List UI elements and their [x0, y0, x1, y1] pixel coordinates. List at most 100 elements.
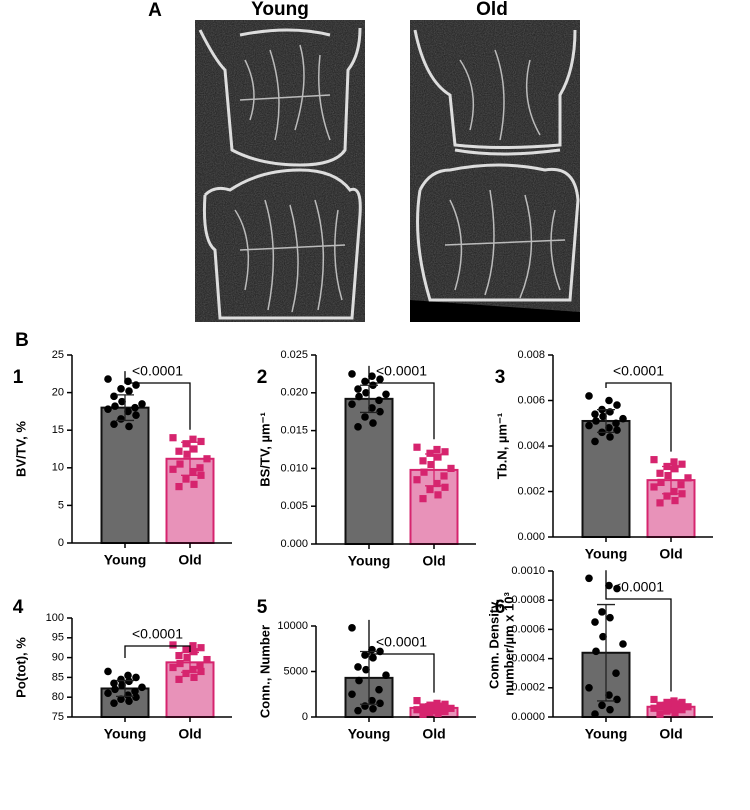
data-point [612, 669, 620, 677]
data-point [433, 479, 441, 488]
data-point [118, 681, 126, 690]
y-tick-label: 0.000 [517, 531, 545, 543]
data-point [189, 435, 197, 443]
data-point [585, 392, 593, 400]
data-point [419, 710, 427, 718]
x-tick-label: Old [659, 726, 682, 742]
p-value: <0.0001 [132, 626, 183, 642]
data-point [598, 608, 606, 616]
y-tick-label: 80 [52, 691, 64, 703]
significance-bracket [605, 570, 672, 692]
data-point [678, 706, 686, 714]
data-point [671, 709, 679, 717]
data-point [117, 695, 125, 703]
data-point [361, 651, 369, 659]
data-point [664, 471, 672, 480]
bar [100, 406, 150, 545]
y-tick-label: 0.0002 [511, 682, 545, 694]
data-point [132, 411, 140, 419]
data-point [183, 654, 191, 662]
data-point [110, 420, 118, 428]
data-point [434, 709, 442, 717]
data-point [196, 661, 204, 670]
y-tick-label: 0.008 [517, 349, 545, 361]
data-point [355, 676, 363, 685]
data-point [678, 490, 686, 498]
y-tick-label: 0.000 [280, 538, 308, 550]
y-tick-label: 0.025 [280, 349, 308, 361]
p-value: <0.0001 [132, 363, 183, 379]
data-point [111, 402, 119, 410]
data-point [368, 372, 376, 380]
data-point [104, 689, 112, 698]
data-point [650, 456, 658, 464]
data-point [591, 618, 599, 626]
y-axis-label: Tb.N, µm⁻¹ [494, 413, 509, 479]
y-tick-label: 5000 [284, 665, 308, 677]
x-tick-label: Young [585, 546, 628, 562]
data-point [176, 659, 184, 668]
data-point [175, 447, 183, 455]
data-point [182, 669, 190, 678]
y-tick-label: 0.0010 [511, 565, 545, 577]
data-point [440, 472, 448, 480]
y-tick-label: 0.020 [280, 387, 308, 399]
data-point [663, 492, 671, 500]
data-point [613, 426, 621, 434]
data-point [592, 647, 600, 656]
data-point [348, 400, 356, 408]
panel-label: A [148, 0, 162, 21]
panel-number: 2 [257, 367, 268, 388]
data-point [420, 705, 428, 713]
data-point [382, 671, 390, 679]
y-axis-label: number/µm x 10³ [501, 592, 516, 696]
data-point [413, 697, 421, 705]
data-point [197, 644, 205, 652]
data-point [175, 675, 183, 683]
y-axis-label: Po(tot), % [13, 637, 28, 698]
data-point [138, 683, 146, 692]
data-point [169, 434, 177, 442]
data-point [376, 699, 384, 708]
data-point [376, 375, 384, 383]
data-point [361, 377, 369, 386]
data-point [434, 453, 442, 461]
data-point [613, 401, 621, 409]
bar [581, 419, 631, 539]
y-tick-label: 10 [52, 462, 64, 474]
y-tick-label: 0.0006 [511, 623, 545, 635]
data-point [677, 481, 685, 489]
data-point [441, 707, 449, 716]
data-point [110, 679, 118, 688]
p-value: <0.0001 [376, 363, 427, 379]
p-value: <0.0001 [376, 634, 427, 650]
data-point [447, 704, 455, 712]
data-point [110, 699, 118, 707]
data-point [650, 483, 658, 491]
y-tick-label: 25 [52, 349, 64, 361]
y-tick-label: 0.0004 [511, 653, 545, 665]
data-point [348, 370, 356, 378]
data-point [362, 389, 370, 397]
ct-image-old [410, 20, 580, 322]
data-point [131, 403, 139, 412]
data-point [176, 460, 184, 468]
panel-number: 1 [13, 367, 24, 388]
x-tick-label: Young [104, 726, 147, 742]
data-point [447, 464, 455, 472]
y-tick-label: 0.010 [280, 462, 308, 474]
y-tick-label: 95 [52, 632, 64, 644]
x-tick-label: Old [178, 726, 201, 742]
data-point [427, 704, 435, 712]
data-point [182, 646, 190, 654]
data-point [650, 695, 658, 704]
data-point [117, 675, 125, 684]
panel-number: 6 [495, 597, 506, 618]
data-point [656, 469, 664, 477]
data-point [369, 419, 377, 427]
data-point [124, 671, 132, 680]
data-point [110, 392, 118, 401]
data-point [613, 584, 621, 593]
data-point [118, 397, 126, 406]
data-point [678, 460, 686, 468]
